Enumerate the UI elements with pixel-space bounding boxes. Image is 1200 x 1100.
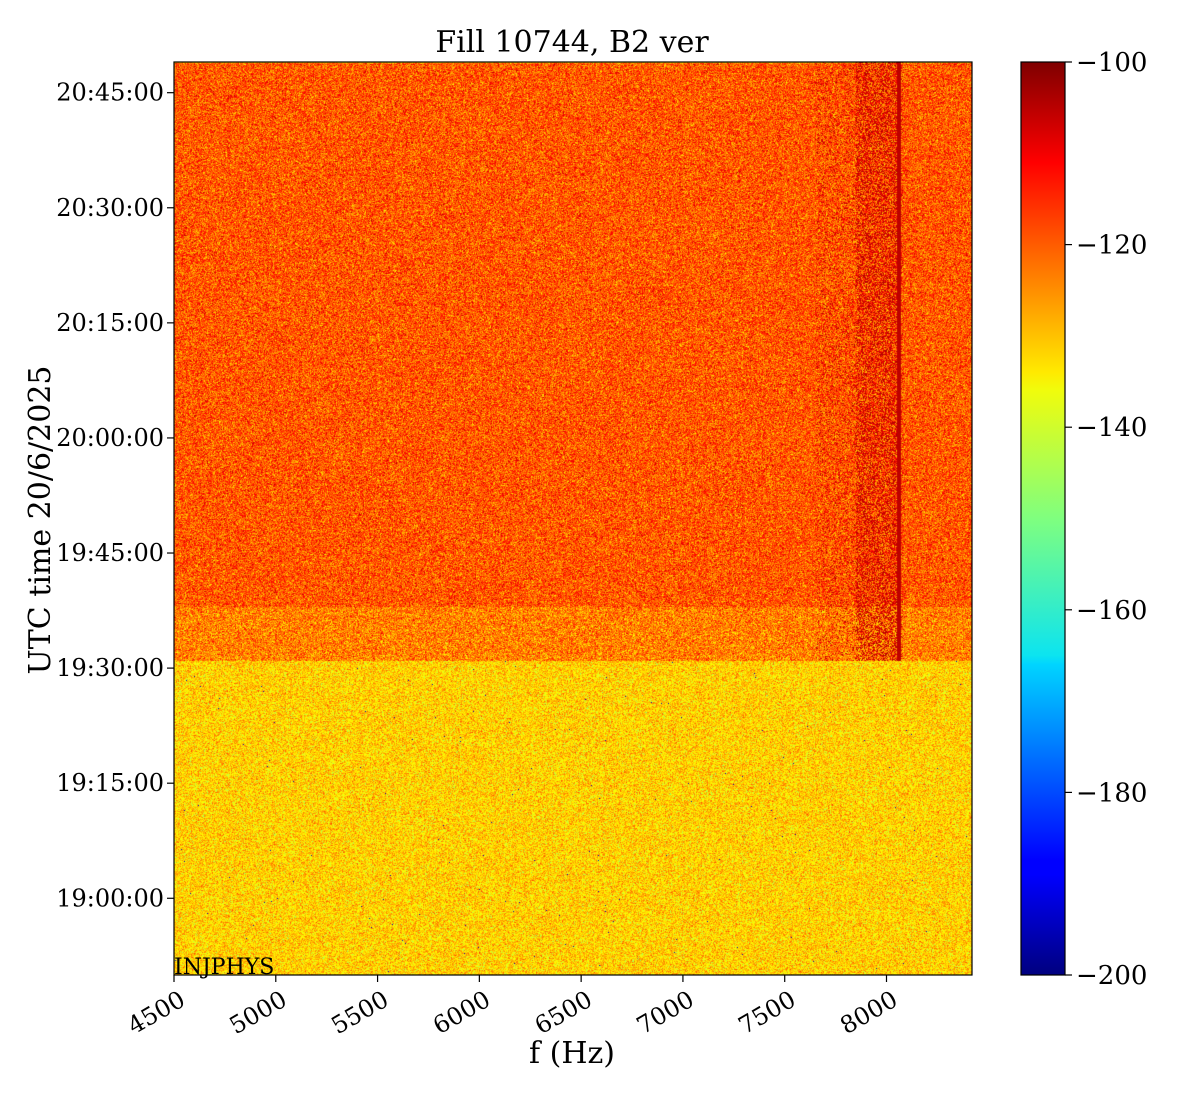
- x-axis-label: f (Hz): [529, 1036, 615, 1071]
- x-tick-label: 8000: [835, 985, 902, 1040]
- x-tick-label: 7000: [632, 985, 699, 1040]
- y-axis-label: UTC time 20/6/2025: [23, 366, 58, 675]
- injphys-annotation: INJPHYS: [174, 955, 274, 980]
- chart-title: Fill 10744, B2 ver: [435, 25, 709, 60]
- y-tick-label: 20:15:00: [56, 309, 164, 337]
- y-tick-label: 20:30:00: [56, 194, 164, 222]
- colorbar-tick-label: −120: [1076, 231, 1147, 261]
- colorbar-tick-label: −180: [1076, 778, 1147, 808]
- colorbar-ticks: −100 −120 −140 −160 −180 −200: [1065, 48, 1147, 991]
- colorbar-tick-label: −200: [1076, 961, 1147, 991]
- x-axis: 4500 5000 5500 6000 6500 7000 7500 8000: [123, 975, 902, 1040]
- x-tick-label: 4500: [123, 985, 190, 1040]
- colorbar: −100 −120 −140 −160 −180 −200: [1020, 48, 1147, 991]
- y-tick-label: 19:00:00: [56, 884, 164, 912]
- y-tick-label: 19:15:00: [56, 769, 164, 797]
- plot-frame: [173, 61, 973, 976]
- x-tick-label: 7500: [734, 985, 801, 1040]
- colorbar-tick-label: −140: [1076, 413, 1147, 443]
- y-tick-label: 20:45:00: [56, 79, 164, 107]
- x-tick-label: 5000: [225, 985, 292, 1040]
- colorbar-tick-label: −160: [1076, 596, 1147, 626]
- heatmap-image: [174, 62, 972, 975]
- plot-area: INJPHYS: [173, 61, 973, 980]
- colorbar-gradient: [1020, 61, 1066, 976]
- y-tick-label: 19:45:00: [56, 539, 164, 567]
- x-tick-label: 6500: [530, 985, 597, 1040]
- x-tick-label: 5500: [326, 985, 393, 1040]
- y-tick-label: 19:30:00: [56, 654, 164, 682]
- y-axis: 20:45:00 20:30:00 20:15:00 20:00:00 19:45:00…: [56, 79, 174, 912]
- x-tick-label: 6000: [428, 985, 495, 1040]
- y-tick-label: 20:00:00: [56, 424, 164, 452]
- colorbar-tick-label: −100: [1076, 48, 1147, 78]
